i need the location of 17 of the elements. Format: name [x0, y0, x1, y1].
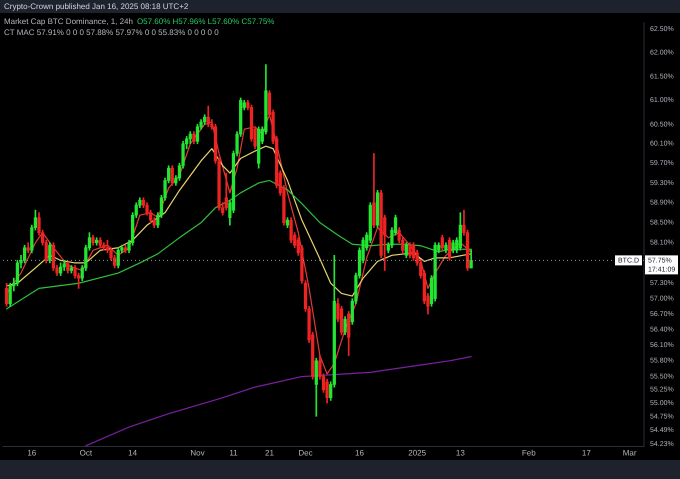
x-tick-label: 14 — [128, 448, 138, 458]
x-tick-label: 17 — [582, 448, 592, 458]
text: Crypto-Crown published Jan 16, 2025 08:18 UTC+2 — [4, 1, 188, 12]
x-tick-label: 21 — [265, 448, 274, 458]
x-tick-label: Nov — [190, 448, 205, 458]
x-tick-label: Oct — [80, 448, 93, 458]
x-tick-label: 11 — [229, 448, 238, 458]
x-tick-label: Dec — [298, 448, 313, 458]
x-tick-label: 2025 — [408, 448, 427, 458]
x-tick-label: Mar — [622, 448, 637, 458]
chart-subtitle: O57.60% H57.96% L57.60% C57.75% — [136, 17, 274, 26]
x-tick-label: 16 — [27, 448, 37, 458]
x-tick-label: 16 — [355, 448, 365, 458]
x-tick-label: 13 — [456, 448, 466, 458]
annotation: CT MAC 57.91% 0 0 0 57.88% 57.97% 0 0 55.83% 0 0 0 0 0 — [4, 27, 220, 38]
chart-title: Market Cap BTC Dominance, 1, 24h — [4, 17, 133, 26]
x-tick-label: Feb — [522, 448, 536, 458]
